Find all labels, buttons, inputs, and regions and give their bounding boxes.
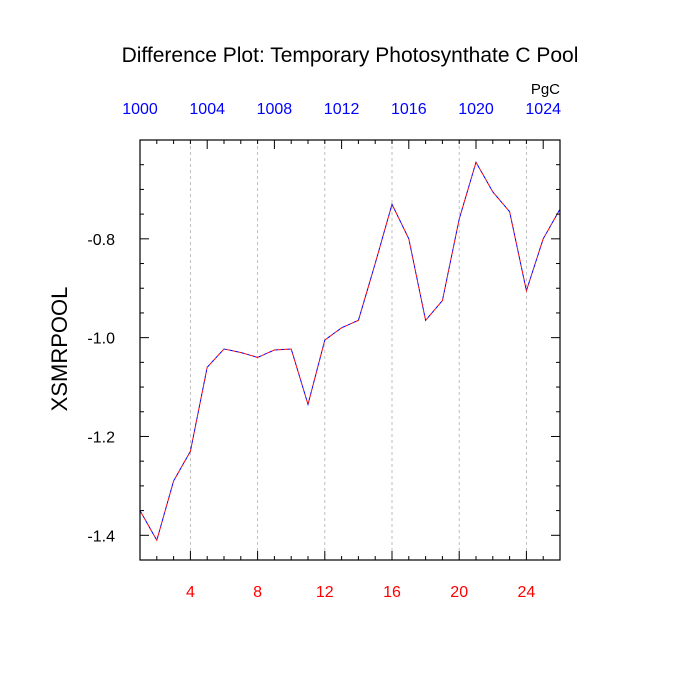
y-tick-label: -1.0 [87,331,115,348]
y-tick-label: -1.2 [87,429,115,446]
units-label: PgC [531,81,560,98]
plot-frame [139,139,561,561]
bottom-tick-label: 16 [383,584,401,601]
y-axis-label: XSMRPOOL [47,287,72,412]
y-tick-label: -0.8 [87,232,115,249]
bottom-tick-label: 8 [253,584,262,601]
bottom-tick-label: 24 [518,584,536,601]
top-tick-label: 1000 [122,101,158,118]
top-tick-label: 1012 [324,101,360,118]
series-line-blue [139,160,561,542]
top-tick-label: 1004 [189,101,225,118]
top-tick-label: 1020 [458,101,494,118]
series-line-red [139,160,561,542]
bottom-tick-label: 4 [186,584,195,601]
top-tick-label: 1008 [257,101,293,118]
series-group [139,160,561,542]
y-tick-label: -1.4 [87,528,115,545]
top-tick-label: 1024 [525,101,561,118]
bottom-tick-label: 12 [316,584,334,601]
axis-ticks [139,140,561,561]
grid [189,140,527,560]
top-tick-label: 1016 [391,101,427,118]
tick-labels: 4 8 12 16 20 24 1000 1004 1008 1012 1016 1020 1024 -1… [87,101,561,601]
bottom-tick-label: 20 [450,584,468,601]
chart-title: Difference Plot: Temporary Photosynthate… [122,44,579,67]
